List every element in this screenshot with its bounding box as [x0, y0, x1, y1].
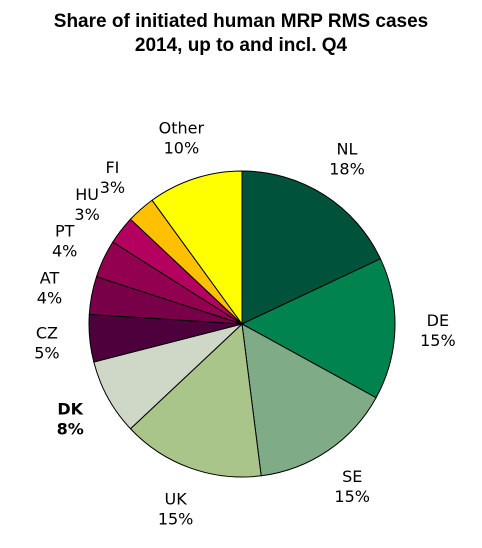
- pie-label-name: PT: [55, 222, 75, 241]
- pie-label-se: SE 15%: [334, 467, 370, 506]
- pie-label-uk: UK 15%: [158, 489, 194, 528]
- pie-label-name: UK: [164, 489, 187, 508]
- pie-label-name: DK: [57, 399, 83, 418]
- pie-label-value: 8%: [57, 419, 84, 438]
- pie-label-value: 4%: [52, 242, 77, 261]
- pie-label-value: 3%: [100, 178, 125, 197]
- pie-label-value: 10%: [164, 139, 200, 158]
- pie-label-value: 15%: [158, 509, 194, 528]
- chart-title: Share of initiated human MRP RMS cases 2…: [0, 10, 482, 58]
- pie-labels: NL 18%DE 15%SE 15%UK 15%DK 8%CZ 5%AT 4%PT 4%HU 3%…: [34, 119, 455, 529]
- pie-label-name: DE: [427, 311, 449, 330]
- pie-label-name: Other: [159, 119, 205, 138]
- pie-slice-se: [241, 323, 377, 477]
- pie-label-pt: PT 4%: [52, 222, 77, 261]
- pie-label-name: AT: [40, 268, 60, 287]
- pie-slices: [88, 170, 396, 478]
- pie-label-name: FI: [105, 158, 119, 177]
- pie-label-cz: CZ 5%: [34, 323, 59, 362]
- pie-label-value: 4%: [37, 288, 62, 307]
- pie-slice-other: [151, 170, 243, 326]
- pie-label-name: SE: [342, 467, 362, 486]
- pie-label-value: 5%: [34, 343, 59, 362]
- pie-slice-nl: [241, 170, 382, 325]
- pie-label-hu: HU 3%: [74, 185, 99, 224]
- chart-title-line-1: Share of initiated human MRP RMS cases: [53, 11, 429, 32]
- pie-label-name: CZ: [36, 323, 58, 342]
- pie-label-name: HU: [75, 185, 99, 204]
- pie-label-value: 15%: [334, 487, 370, 506]
- pie-label-fi: FI 3%: [100, 158, 125, 197]
- pie-label-dk: DK 8%: [57, 399, 84, 438]
- pie-label-de: DE 15%: [420, 311, 456, 350]
- pie-label-other: Other 10%: [159, 119, 205, 158]
- pie-label-nl: NL 18%: [329, 140, 365, 179]
- pie-slice-uk: [129, 322, 262, 478]
- pie-slice-de: [240, 258, 396, 399]
- pie-label-value: 15%: [420, 331, 456, 350]
- pie-label-at: AT 4%: [37, 268, 62, 307]
- pie-label-value: 18%: [329, 160, 365, 179]
- pie-label-name: NL: [337, 140, 358, 159]
- pie-label-value: 3%: [74, 205, 99, 224]
- chart-title-line-2: 2014, up to and incl. Q4: [134, 35, 348, 56]
